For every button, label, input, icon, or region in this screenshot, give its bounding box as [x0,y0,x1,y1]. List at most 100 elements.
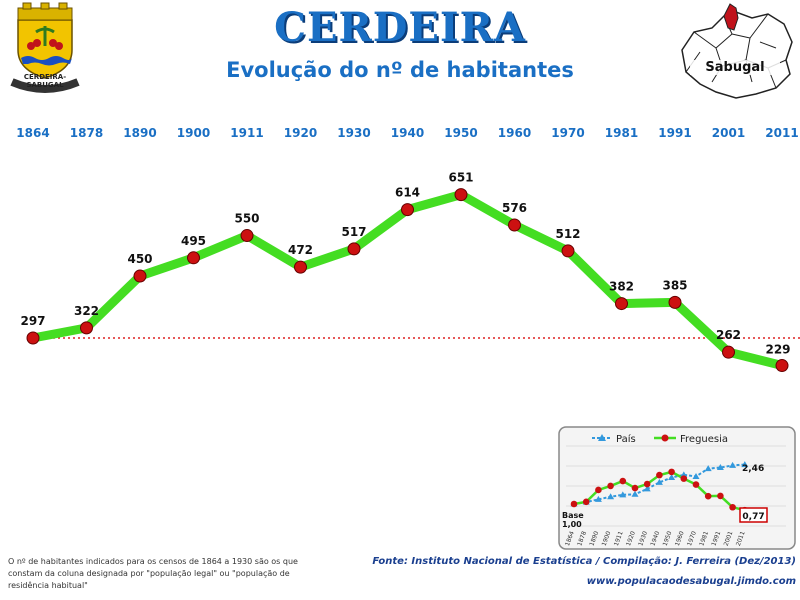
data-point [26,331,40,345]
country-point [655,478,663,485]
data-point [401,203,414,217]
inset-year-label: 1930 [637,530,649,547]
base-label: Base [562,511,584,520]
base-value: 1,00 [562,520,582,529]
inset-year-label: 1940 [649,530,661,547]
parish-point [595,486,602,494]
country-point [631,490,639,497]
inset-year-label: 1900 [601,530,613,547]
inset-year-label: 2001 [723,530,735,547]
parish-end-box [739,507,768,523]
census-note: O nº de habitantes indicados para os cen… [8,557,298,590]
data-point [561,244,575,258]
data-label: 651 [448,171,473,185]
country-point [692,472,700,479]
data-point [80,321,93,335]
data-label: 262 [716,328,741,342]
parish-point [704,492,712,500]
legend-parish-marker [661,434,669,442]
year-label: 1960 [498,126,531,140]
year-label: 1940 [391,126,424,140]
population-line-chart: 1864 1878 1890 1900 1911 1920 1930 1940 1950 1960… [16,126,800,373]
parish-point [656,471,663,479]
crest-caption: CERDEIRA-SABUGAL [23,73,67,89]
legend-parish-label: Freguesia [680,434,728,445]
inset-year-label: 1890 [588,530,600,547]
data-label: 385 [662,278,687,292]
parish-crest-icon [10,2,80,93]
parish-point [680,475,688,482]
inset-year-label: 1920 [625,530,637,547]
inset-year-label: 1970 [686,530,698,547]
data-point [615,297,628,311]
inset-year-label: 1878 [576,530,588,547]
page-title: CERDEIRA [274,4,526,51]
country-point [619,491,627,498]
year-label: 1864 [16,126,49,140]
inset-year-label: 1864 [564,530,576,547]
data-point [668,295,682,309]
data-label: 495 [181,234,206,248]
year-label: 1930 [337,126,370,140]
data-point [347,242,361,256]
data-label: 297 [20,314,45,328]
data-point [508,218,521,232]
data-label: 512 [555,227,580,241]
country-point [741,461,749,468]
country-point [643,485,651,492]
year-label: 2001 [712,126,745,140]
country-point [668,474,676,481]
data-point [187,251,200,265]
year-label: 1911 [230,126,263,140]
data-label: 229 [765,343,790,357]
data-label: 550 [234,212,259,226]
municipality-map [681,3,793,99]
data-label: 322 [74,304,99,318]
parish-point [631,484,639,492]
parish-point [668,468,675,476]
parish-point [619,477,627,485]
parish-point [692,481,700,488]
website-link[interactable]: www.populacaodesabugal.jimdo.com [586,576,796,587]
data-point [722,345,735,359]
data-point [240,229,254,243]
year-label: 1890 [123,126,156,140]
data-label: 614 [395,186,420,200]
year-label: 1981 [605,126,638,140]
inset-year-label: 2011 [735,530,747,547]
inset-year-label: 1950 [662,530,674,547]
parish-point [729,503,736,511]
legend-country-marker [598,434,606,441]
year-label: 1900 [177,126,210,140]
parish-point [582,498,590,506]
parish-end-label: 0,77 [742,512,764,522]
parish-point [607,482,614,490]
inset-year-label: 1991 [710,530,722,547]
year-label: 1950 [444,126,477,140]
data-point [133,269,147,283]
chart-subtitle: Evolução do nº de habitantes [226,58,574,82]
country-point [607,493,615,500]
data-point [294,260,307,274]
year-label: 1878 [70,126,103,140]
parish-point [717,492,724,500]
data-label: 472 [288,243,313,257]
country-point [704,465,712,472]
inset-year-label: 1981 [698,530,710,547]
data-label: 450 [127,252,152,266]
country-point [729,461,737,468]
data-label: 382 [609,280,634,294]
data-point [454,188,468,202]
year-label: 1920 [284,126,317,140]
region-label: Sabugal [690,60,780,75]
data-label: 517 [341,225,366,239]
country-point [594,495,602,502]
inset-year-label: 1960 [674,530,686,547]
year-label: 1970 [551,126,584,140]
data-label: 576 [502,201,527,215]
parish-point [570,500,578,508]
year-label: 1991 [658,126,691,140]
country-point [716,464,724,471]
data-source: Fonte: Instituto Nacional de Estatística… [372,556,796,567]
